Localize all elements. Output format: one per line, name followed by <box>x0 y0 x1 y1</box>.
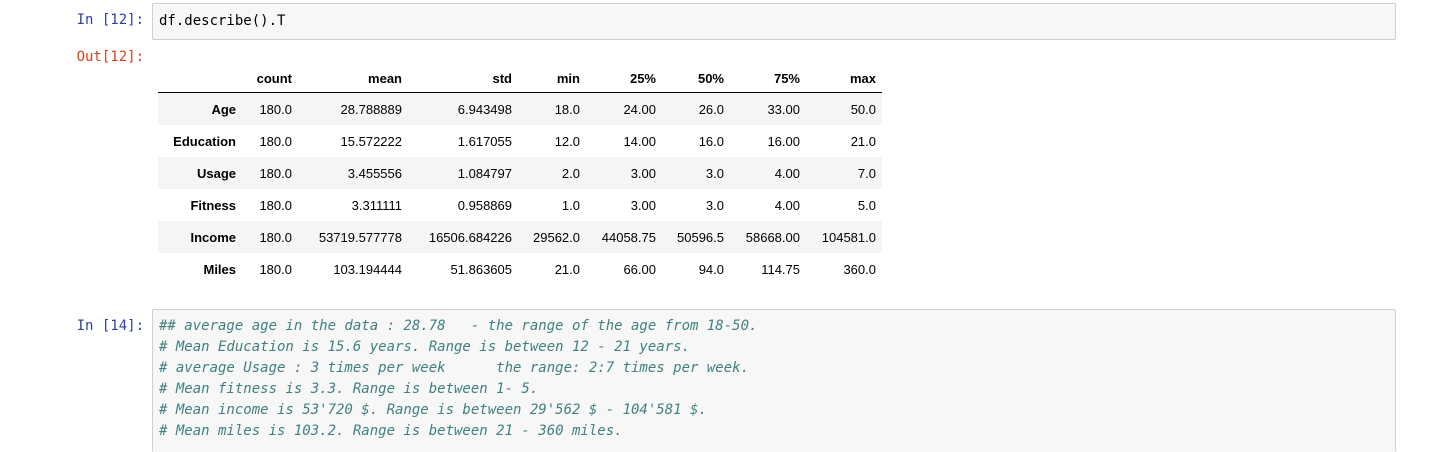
table-cell: 50596.5 <box>677 229 724 245</box>
table-cell: 94.0 <box>698 261 724 277</box>
output-prompt-12: Out[12]: <box>76 49 144 65</box>
table-cell: 3.455556 <box>347 165 402 181</box>
table-cell: 7.0 <box>857 165 876 181</box>
page-scroll-area <box>1420 0 1436 452</box>
column-header: 50% <box>662 64 730 93</box>
table-cell: 180.0 <box>259 101 292 117</box>
table-cell: 2.0 <box>561 165 580 181</box>
input-prompt-12: In [12]: <box>76 12 144 28</box>
column-header: 75% <box>730 64 806 93</box>
row-label: Fitness <box>190 197 236 213</box>
table-cell: 5.0 <box>857 197 876 213</box>
table-cell: 33.00 <box>767 101 800 117</box>
table-cell: 1.084797 <box>457 165 512 181</box>
row-label: Usage <box>196 165 236 181</box>
table-row: Miles 180.0 103.194444 51.863605 21.0 66… <box>158 253 882 285</box>
table-cell: 1.0 <box>561 197 580 213</box>
table-cell: 4.00 <box>774 165 800 181</box>
column-header: std <box>408 64 518 93</box>
table-cell: 3.0 <box>705 165 724 181</box>
table-cell: 18.0 <box>554 101 580 117</box>
table-row: Age 180.0 28.788889 6.943498 18.0 24.00 … <box>158 92 882 125</box>
table-cell: 28.788889 <box>340 101 402 117</box>
table-cell: 4.00 <box>774 197 800 213</box>
table-cell: 180.0 <box>259 261 292 277</box>
table-cell: 3.0 <box>705 197 724 213</box>
comment-line: # average Usage : 3 times per week the r… <box>159 360 750 376</box>
table-cell: 180.0 <box>259 197 292 213</box>
comment-line: # Mean Education is 15.6 years. Range is… <box>159 339 691 355</box>
row-label: Age <box>211 101 236 117</box>
table-cell: 21.0 <box>850 133 876 149</box>
comment-line: # Mean miles is 103.2. Range is between … <box>159 423 623 439</box>
row-label: Miles <box>203 261 236 277</box>
column-header: count <box>242 64 298 93</box>
table-cell: 14.00 <box>623 133 656 149</box>
table-cell: 180.0 <box>259 165 292 181</box>
table-row: Income 180.0 53719.577778 16506.684226 2… <box>158 221 882 253</box>
index-header <box>158 64 242 93</box>
table-row: Usage 180.0 3.455556 1.084797 2.0 3.00 3… <box>158 157 882 189</box>
table-cell: 53719.577778 <box>318 229 402 245</box>
column-header: 25% <box>586 64 662 93</box>
table-cell: 24.00 <box>623 101 656 117</box>
table-cell: 15.572222 <box>340 133 402 149</box>
table-cell: 44058.75 <box>601 229 656 245</box>
comment-line: ## average age in the data : 28.78 - the… <box>159 318 758 334</box>
table-cell: 180.0 <box>259 229 292 245</box>
table-cell: 0.958869 <box>457 197 512 213</box>
input-prompt-14: In [14]: <box>76 318 144 334</box>
column-header: min <box>518 64 586 93</box>
code-cell-12[interactable]: df.describe().T <box>152 3 1396 40</box>
table-cell: 58668.00 <box>745 229 800 245</box>
row-label: Income <box>190 229 236 245</box>
table-header-row: count mean std min 25% 50% 75% max <box>158 64 882 93</box>
code-line: df.describe().T <box>159 13 286 29</box>
table-cell: 114.75 <box>761 261 800 277</box>
table-cell: 51.863605 <box>450 261 512 277</box>
code-cell-14[interactable]: ## average age in the data : 28.78 - the… <box>152 309 1396 452</box>
table-cell: 26.0 <box>698 101 724 117</box>
table-row: Education 180.0 15.572222 1.617055 12.0 … <box>158 125 882 157</box>
table-cell: 180.0 <box>259 133 292 149</box>
column-header: max <box>806 64 882 93</box>
table-cell: 16506.684226 <box>428 229 512 245</box>
table-cell: 360.0 <box>843 261 876 277</box>
table-cell: 29562.0 <box>533 229 580 245</box>
table-cell: 50.0 <box>850 101 876 117</box>
table-cell: 21.0 <box>554 261 580 277</box>
table-cell: 103.194444 <box>333 261 402 277</box>
table-cell: 104581.0 <box>821 229 876 245</box>
table-cell: 6.943498 <box>457 101 512 117</box>
describe-table: count mean std min 25% 50% 75% max Age 1… <box>158 64 882 285</box>
table-cell: 16.00 <box>767 133 800 149</box>
column-header: mean <box>298 64 408 93</box>
table-cell: 66.00 <box>623 261 656 277</box>
table-row: Fitness 180.0 3.311111 0.958869 1.0 3.00… <box>158 189 882 221</box>
table-cell: 3.00 <box>630 165 656 181</box>
table-cell: 3.311111 <box>351 197 402 213</box>
table-cell: 3.00 <box>630 197 656 213</box>
row-label: Education <box>173 133 236 149</box>
comment-line: # Mean income is 53'720 $. Range is betw… <box>159 402 707 418</box>
comment-line: # Mean fitness is 3.3. Range is between … <box>159 381 539 397</box>
table-cell: 12.0 <box>554 133 580 149</box>
table-cell: 1.617055 <box>457 133 512 149</box>
table-cell: 16.0 <box>698 133 724 149</box>
